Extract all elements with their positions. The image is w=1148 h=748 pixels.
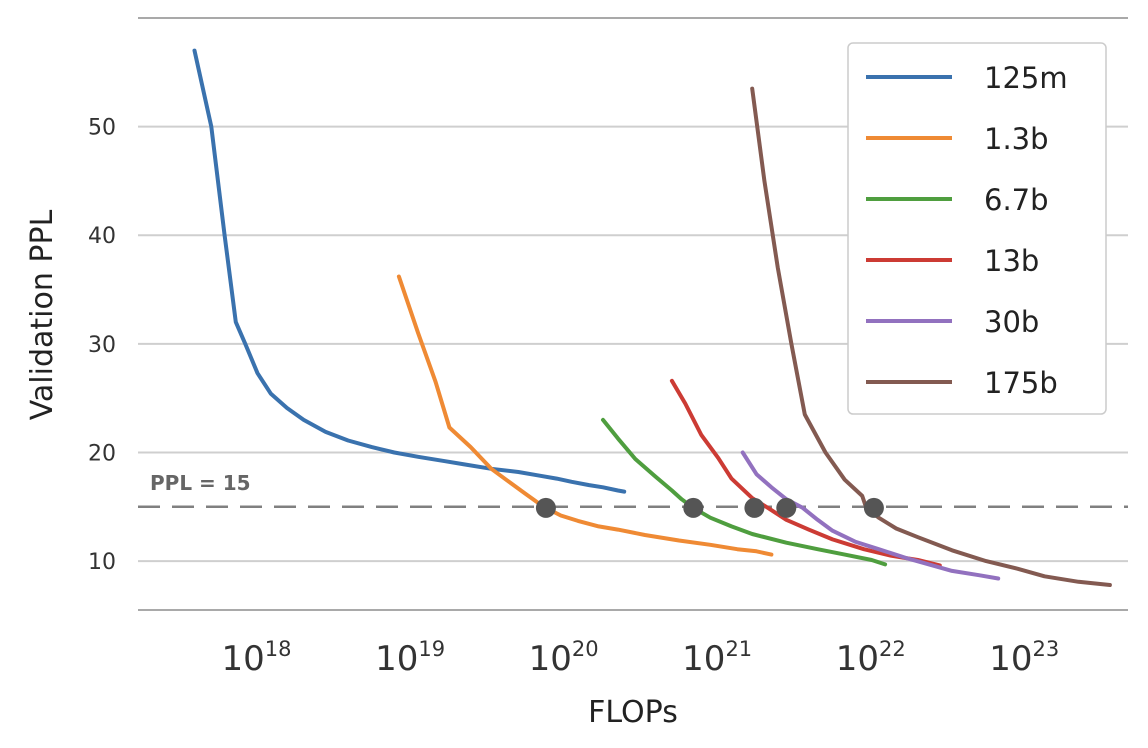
legend-label-125m: 125m (984, 61, 1068, 95)
y-tick-label: 30 (88, 333, 116, 358)
threshold-marker (776, 497, 797, 518)
threshold-marker (535, 497, 556, 518)
series-line-1.3b (396, 274, 774, 557)
y-tick-labels: 10 20 30 40 50 (88, 116, 116, 575)
y-axis-label: Validation PPL (25, 209, 60, 420)
threshold-marker (683, 497, 704, 518)
x-tick-labels: 1018 1019 1020 1021 1022 1023 (222, 637, 1060, 679)
legend-label-13b: 13b (984, 244, 1039, 278)
x-tick-label: 1020 (529, 637, 599, 679)
legend-label-175b: 175b (984, 366, 1058, 400)
y-tick-label: 40 (88, 224, 116, 249)
x-tick-label: 1021 (682, 637, 752, 679)
x-tick-label: 1023 (989, 637, 1059, 679)
threshold-marker (744, 497, 765, 518)
x-axis-label: FLOPs (588, 695, 678, 730)
grid (138, 17, 1128, 611)
series-line-125m (192, 48, 627, 494)
threshold-marker (863, 497, 884, 518)
x-tick-label: 1019 (375, 637, 445, 679)
x-tick-label: 1022 (836, 637, 906, 679)
legend: 125m 1.3b 6.7b 13b 30b 175b (847, 42, 1107, 415)
y-tick-label: 20 (88, 441, 116, 466)
reference-line-label: PPL = 15 (150, 471, 251, 495)
series-line-13b (669, 378, 942, 568)
threshold-markers (535, 497, 884, 518)
legend-label-1.3b: 1.3b (984, 122, 1049, 156)
series-line-6.7b (601, 417, 888, 567)
series-line-30b (740, 450, 1001, 581)
y-tick-label: 10 (88, 550, 116, 575)
y-tick-label: 50 (88, 116, 116, 141)
x-tick-label: 1018 (222, 637, 292, 679)
legend-box (847, 42, 1107, 415)
legend-label-6.7b: 6.7b (984, 183, 1049, 217)
legend-label-30b: 30b (984, 305, 1039, 339)
